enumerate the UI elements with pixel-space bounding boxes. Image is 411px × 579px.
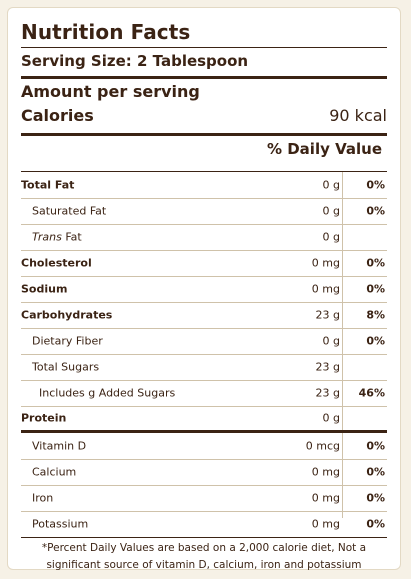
calories-divider: [21, 133, 387, 136]
nutrient-amount: 0 g: [322, 230, 340, 244]
nutrient-name: Cholesterol: [21, 256, 92, 270]
nutrient-dv: 0%: [366, 491, 385, 505]
nutrient-name: Protein: [21, 411, 67, 425]
nutrient-amount: 0 mg: [311, 256, 340, 270]
nutrient-name: Total Fat: [21, 178, 75, 192]
serving-size: Serving Size: 2 Tablespoon: [21, 52, 249, 70]
nutrient-dv: 0%: [366, 282, 385, 296]
nutrient-name: Sodium: [21, 282, 68, 296]
nutrient-row-vitamin-d: Vitamin D 0 mcg 0%: [21, 433, 387, 460]
nutrient-row-total-fat: Total Fat 0 g 0%: [21, 172, 387, 199]
nutrient-dv: 0%: [366, 465, 385, 479]
amount-per-serving: Amount per serving: [21, 82, 200, 101]
nutrient-row-cholesterol: Cholesterol 0 mg 0%: [21, 250, 387, 277]
nutrient-dv: 0%: [366, 204, 385, 218]
serving-divider: [21, 76, 387, 79]
nutrient-amount: 0 g: [322, 334, 340, 348]
trans-rest: Fat: [61, 230, 82, 244]
title-divider: [21, 47, 387, 48]
nutrient-name: Iron: [32, 491, 54, 505]
nutrient-dv: 0%: [366, 439, 385, 453]
calories-value: 90 kcal: [329, 106, 387, 125]
nutrient-dv: 0%: [366, 334, 385, 348]
nutrient-amount: 0 mg: [311, 282, 340, 296]
nutrient-amount: 0 mcg: [305, 439, 340, 453]
nutrient-row-trans-fat: Trans Fat 0 g: [21, 224, 387, 251]
nutrient-dv: 0%: [366, 256, 385, 270]
nutrient-dv: 0%: [366, 517, 385, 531]
nutrient-name: Calcium: [32, 465, 77, 479]
nutrient-row-iron: Iron 0 mg 0%: [21, 485, 387, 512]
nutrient-row-total-sugars: Total Sugars 23 g: [21, 354, 387, 381]
nutrient-name: Vitamin D: [32, 439, 87, 453]
nutrient-name: Saturated Fat: [32, 204, 107, 218]
amount-column-divider: [342, 172, 343, 518]
calories-label: Calories: [21, 106, 94, 125]
nutrient-row-sodium: Sodium 0 mg 0%: [21, 276, 387, 303]
nutrient-amount: 23 g: [315, 360, 340, 374]
label-title: Nutrition Facts: [21, 20, 191, 44]
nutrient-amount: 23 g: [315, 308, 340, 322]
nutrient-row-calcium: Calcium 0 mg 0%: [21, 459, 387, 486]
nutrient-amount: 0 mg: [311, 517, 340, 531]
nutrient-row-dietary-fiber: Dietary Fiber 0 g 0%: [21, 328, 387, 355]
nutrient-amount: 0 g: [322, 178, 340, 192]
nutrient-name: Carbohydrates: [21, 308, 113, 322]
trans-italic: Trans: [32, 230, 62, 244]
nutrient-name: Total Sugars: [32, 360, 100, 374]
nutrient-row-potassium: Potassium 0 mg 0%: [21, 511, 387, 538]
nutrient-amount: 0 g: [322, 204, 340, 218]
nutrient-row-added-sugars: Includes g Added Sugars 23 g 46%: [21, 380, 387, 407]
daily-value-header: % Daily Value: [266, 140, 382, 158]
nutrition-label-panel: Nutrition Facts Serving Size: 2 Tablespo…: [7, 7, 401, 571]
nutrient-row-saturated-fat: Saturated Fat 0 g 0%: [21, 198, 387, 225]
nutrient-row-protein: Protein 0 g: [21, 406, 387, 433]
nutrient-dv: 46%: [358, 386, 385, 400]
nutrient-amount: 0 mg: [311, 491, 340, 505]
nutrient-name: Potassium: [32, 517, 89, 531]
nutrient-name: Dietary Fiber: [32, 334, 103, 348]
nutrient-name: Includes g Added Sugars: [39, 386, 176, 400]
nutrient-dv: 0%: [366, 178, 385, 192]
nutrient-dv: 8%: [366, 308, 385, 322]
nutrient-amount: 0 mg: [311, 465, 340, 479]
dv-header-divider: [21, 171, 387, 172]
nutrient-amount: 0 g: [322, 411, 340, 425]
nutrient-row-carbohydrates: Carbohydrates 23 g 8%: [21, 302, 387, 329]
nutrient-amount: 23 g: [315, 386, 340, 400]
footnote: *Percent Daily Values are based on a 2,0…: [41, 542, 367, 571]
nutrient-name: Trans Fat: [32, 231, 82, 244]
